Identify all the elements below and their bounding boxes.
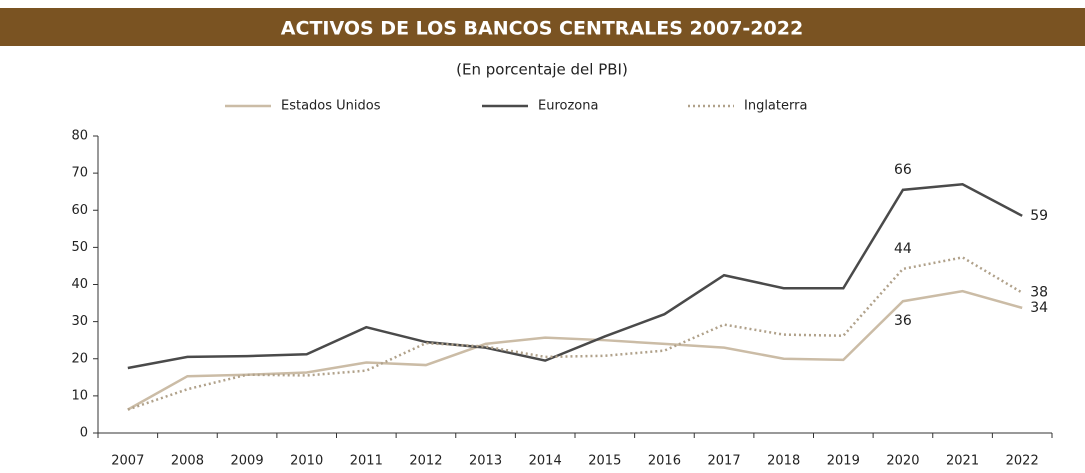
- legend-label: Estados Unidos: [281, 99, 381, 114]
- chart-title: ACTIVOS DE LOS BANCOS CENTRALES 2007-202…: [281, 18, 803, 40]
- data-label: 44: [894, 241, 912, 257]
- x-tick-label: 2015: [588, 454, 621, 469]
- x-tick-label: 2022: [1006, 454, 1039, 469]
- legend-label: Inglaterra: [744, 99, 807, 114]
- chart-subtitle: (En porcentaje del PBI): [456, 61, 628, 79]
- y-tick-label: 80: [71, 129, 88, 144]
- x-tick-label: 2010: [290, 454, 323, 469]
- y-tick-label: 60: [71, 203, 88, 218]
- x-tick-label: 2012: [409, 454, 442, 469]
- data-label: 66: [894, 162, 912, 178]
- x-tick-label: 2013: [469, 454, 502, 469]
- x-tick-label: 2020: [886, 454, 919, 469]
- x-tick-label: 2014: [529, 454, 562, 469]
- x-tick-label: 2011: [350, 454, 383, 469]
- data-label: 38: [1030, 285, 1048, 301]
- title-bar: [0, 8, 1085, 46]
- x-tick-label: 2008: [171, 454, 204, 469]
- data-label: 59: [1030, 208, 1048, 224]
- y-tick-label: 20: [71, 351, 88, 366]
- x-tick-label: 2016: [648, 454, 681, 469]
- x-tick-label: 2019: [827, 454, 860, 469]
- y-tick-label: 10: [71, 388, 88, 403]
- x-tick-label: 2017: [708, 454, 741, 469]
- x-tick-label: 2021: [946, 454, 979, 469]
- data-label: 36: [894, 313, 912, 329]
- y-tick-label: 0: [80, 426, 88, 441]
- data-label: 34: [1030, 300, 1048, 316]
- legend-label: Eurozona: [538, 99, 598, 114]
- series-line: [127, 256, 1023, 411]
- x-tick-label: 2018: [767, 454, 800, 469]
- y-tick-label: 40: [71, 277, 88, 292]
- x-tick-label: 2007: [111, 454, 144, 469]
- y-tick-label: 30: [71, 314, 88, 329]
- y-tick-label: 70: [71, 166, 88, 181]
- y-tick-label: 50: [71, 240, 88, 255]
- x-tick-label: 2009: [231, 454, 264, 469]
- series-line: [127, 289, 1023, 411]
- series-line: [127, 182, 1023, 370]
